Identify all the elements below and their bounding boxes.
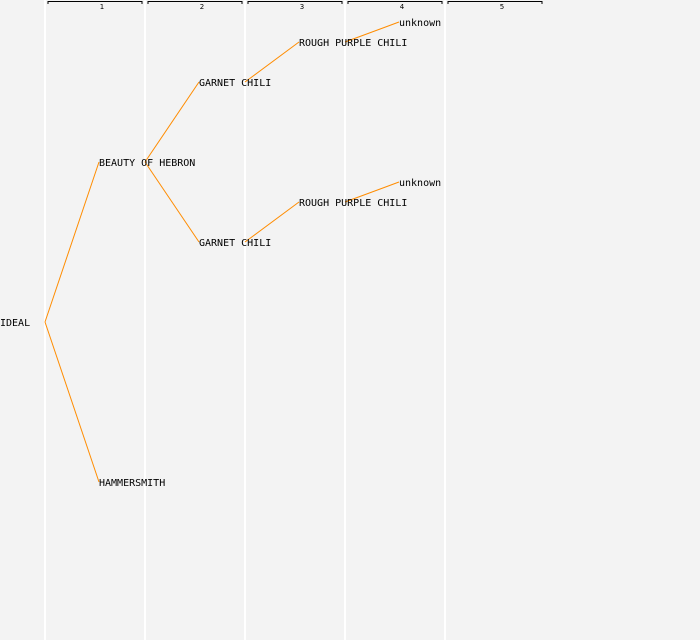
generation-bracket-2 — [147, 1, 243, 4]
generation-bracket-3 — [247, 1, 343, 4]
generation-label-3: 3 — [300, 3, 304, 11]
generation-label-4: 4 — [400, 3, 405, 11]
parent-edge — [44, 321, 100, 483]
parent-edge — [344, 21, 400, 43]
generation-bracket-4 — [347, 1, 443, 4]
ancestor-node-label[interactable]: ROUGH PURPLE CHILI — [299, 198, 407, 209]
generation-headers: 1 2 3 4 5 — [47, 1, 543, 11]
generation-label-1: 1 — [100, 3, 104, 11]
ancestor-node-label[interactable]: ROUGH PURPLE CHILI — [299, 38, 407, 49]
parent-edge — [44, 161, 100, 323]
generation-label-5: 5 — [500, 3, 504, 11]
ancestor-node-label[interactable]: GARNET CHILI — [199, 78, 271, 89]
root-node-label[interactable]: IDEAL — [0, 318, 30, 329]
generation-bracket-5 — [447, 1, 543, 4]
tree-edges — [44, 21, 400, 483]
generation-label-2: 2 — [200, 3, 204, 11]
ancestor-node-label[interactable]: unknown — [399, 18, 441, 29]
generation-bracket-1 — [47, 1, 143, 4]
generation-column-dividers — [44, 0, 446, 640]
parent-edge — [144, 161, 200, 243]
ancestor-node-label[interactable]: HAMMERSMITH — [99, 478, 165, 489]
parent-edge — [244, 41, 300, 83]
ancestor-node-label[interactable]: BEAUTY OF HEBRON — [99, 158, 195, 169]
ancestor-node-label[interactable]: unknown — [399, 178, 441, 189]
tree-nodes: IDEAL BEAUTY OF HEBRON GARNET CHILI ROUGH P… — [0, 18, 441, 489]
parent-edge — [244, 201, 300, 243]
parent-edge — [344, 181, 400, 203]
parent-edge — [144, 81, 200, 163]
ancestor-node-label[interactable]: GARNET CHILI — [199, 238, 271, 249]
